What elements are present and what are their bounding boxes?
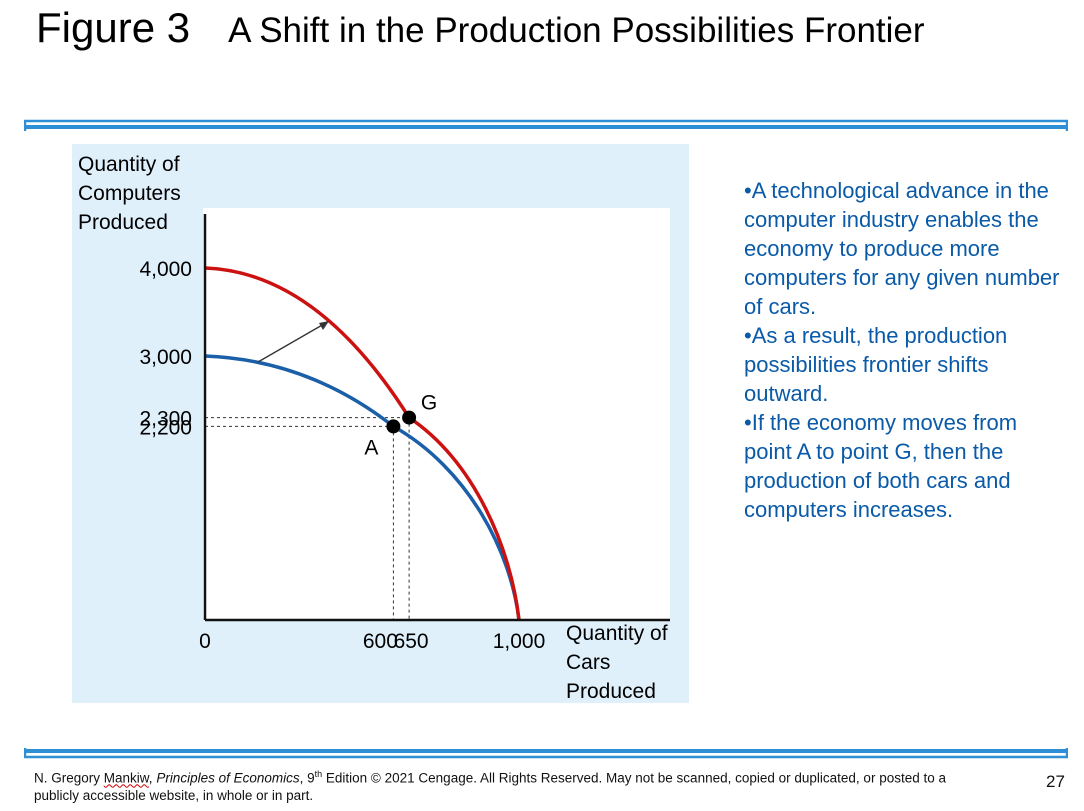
axis-title-x: Quantity of Cars Produced xyxy=(566,622,668,703)
plot-area xyxy=(203,208,670,620)
y-axis-label-line: Quantity of xyxy=(78,153,180,176)
y-tick-label: 2,200 xyxy=(139,416,192,439)
shift-arrow-line xyxy=(257,323,325,363)
point-label-a: A xyxy=(364,436,378,459)
x-axis-label-line: Produced xyxy=(566,680,656,703)
point-marker-g xyxy=(402,410,417,425)
x-tick-label: 600 xyxy=(363,630,398,653)
bullet-item: •As a result, the production possibiliti… xyxy=(744,323,1008,406)
edition-prefix: , 9 xyxy=(299,770,315,786)
y-tick-label: 2,300 xyxy=(139,408,192,431)
y-axis-label-line: Produced xyxy=(78,211,168,234)
chart-canvas: Quantity of Computers Produced Quantity … xyxy=(78,153,670,703)
point-label-g: G xyxy=(421,392,437,415)
axis-title-y: Quantity of Computers Produced xyxy=(78,153,181,234)
author-last: Mankiw xyxy=(103,770,149,786)
x-tick-label: 0 xyxy=(199,630,211,653)
shift-arrow-head xyxy=(319,321,329,330)
bullet-item: •If the economy moves from point A to po… xyxy=(744,410,1018,522)
ppf-chart: Quantity of Computers Produced Quantity … xyxy=(72,144,689,703)
y-axis-label-line: Computers xyxy=(78,182,181,205)
points: AG xyxy=(364,392,437,460)
x-tick-label: 650 xyxy=(394,630,429,653)
axes xyxy=(203,214,670,622)
author-first: N. Gregory xyxy=(34,770,104,786)
x-axis-label-line: Quantity of xyxy=(566,622,668,645)
x-axis-label-line: Cars xyxy=(566,651,610,674)
copyright-text: Edition © 2021 Cengage. All Rights Reser… xyxy=(34,770,946,803)
slide-title: Figure 3 A Shift in the Production Possib… xyxy=(36,4,925,52)
point-marker-a xyxy=(386,419,401,434)
bottom-divider xyxy=(24,748,1068,759)
y-tick-label: 3,000 xyxy=(139,346,192,369)
footer-comma: , xyxy=(148,770,157,786)
figure-number: Figure 3 xyxy=(36,4,191,51)
x-tick-label: 1,000 xyxy=(493,630,546,653)
edition-suffix: th xyxy=(314,769,323,779)
y-tick-label: 4,000 xyxy=(139,258,192,281)
top-divider xyxy=(24,119,1068,131)
page-number: 27 xyxy=(1046,772,1065,791)
bullet-item: •A technological advance in the computer… xyxy=(744,178,1060,319)
book-title: Principles of Economics xyxy=(156,770,300,786)
guide-lines xyxy=(205,417,410,620)
copyright-footer: N. Gregory Mankiw, Principles of Economi… xyxy=(34,766,994,804)
figure-title: A Shift in the Production Possibilities … xyxy=(228,11,925,50)
explanation-bullets: •A technological advance in the computer… xyxy=(744,176,1064,524)
